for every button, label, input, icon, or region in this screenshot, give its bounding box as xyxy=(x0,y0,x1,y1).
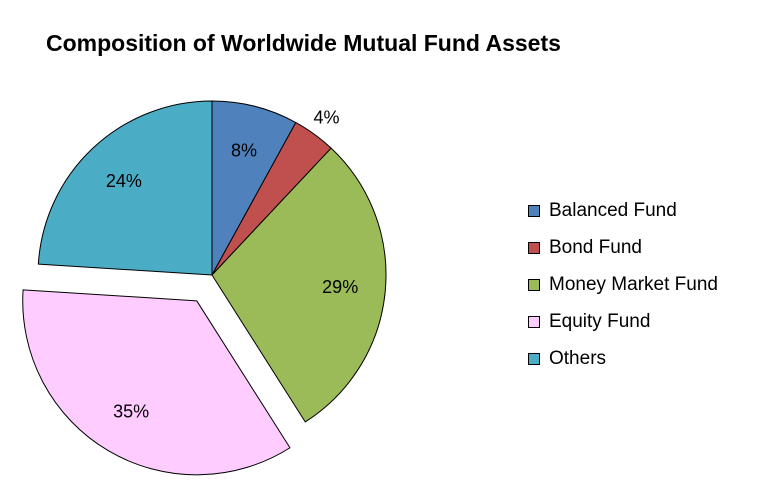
legend-label-balanced-fund: Balanced Fund xyxy=(549,199,677,221)
legend-swatch-equity-fund xyxy=(528,315,540,328)
legend-item-money-market-fund: Money Market Fund xyxy=(528,266,718,303)
legend-swatch-balanced-fund xyxy=(528,204,540,217)
pie-slice-others xyxy=(37,100,213,276)
chart-title: Composition of Worldwide Mutual Fund Ass… xyxy=(46,30,561,56)
legend-label-others: Others xyxy=(549,347,607,369)
chart-legend: Balanced Fund Bond Fund Money Market Fun… xyxy=(528,192,718,377)
pie-slice-equity-fund xyxy=(22,289,291,476)
pie-label-bond-fund: 4% xyxy=(314,107,340,127)
legend-item-equity-fund: Equity Fund xyxy=(528,303,718,340)
legend-swatch-money-market-fund xyxy=(528,278,540,291)
legend-label-bond-fund: Bond Fund xyxy=(549,236,642,258)
legend-label-equity-fund: Equity Fund xyxy=(549,310,651,332)
legend-item-bond-fund: Bond Fund xyxy=(528,229,718,266)
pie-label-money-market-fund: 29% xyxy=(322,277,358,297)
pie-label-others: 24% xyxy=(106,171,142,191)
legend-item-balanced-fund: Balanced Fund xyxy=(528,192,718,229)
legend-label-money-market-fund: Money Market Fund xyxy=(549,273,718,295)
pie-labels: 8% 4% 29% 35% 24% xyxy=(106,107,358,421)
legend-swatch-others xyxy=(528,352,540,365)
pie-label-equity-fund: 35% xyxy=(113,402,149,422)
legend-swatch-bond-fund xyxy=(528,241,540,254)
pie-slices xyxy=(22,100,387,476)
legend-item-others: Others xyxy=(528,340,718,377)
pie-label-balanced-fund: 8% xyxy=(231,140,257,160)
pie-slice-money-market-fund xyxy=(211,147,387,423)
